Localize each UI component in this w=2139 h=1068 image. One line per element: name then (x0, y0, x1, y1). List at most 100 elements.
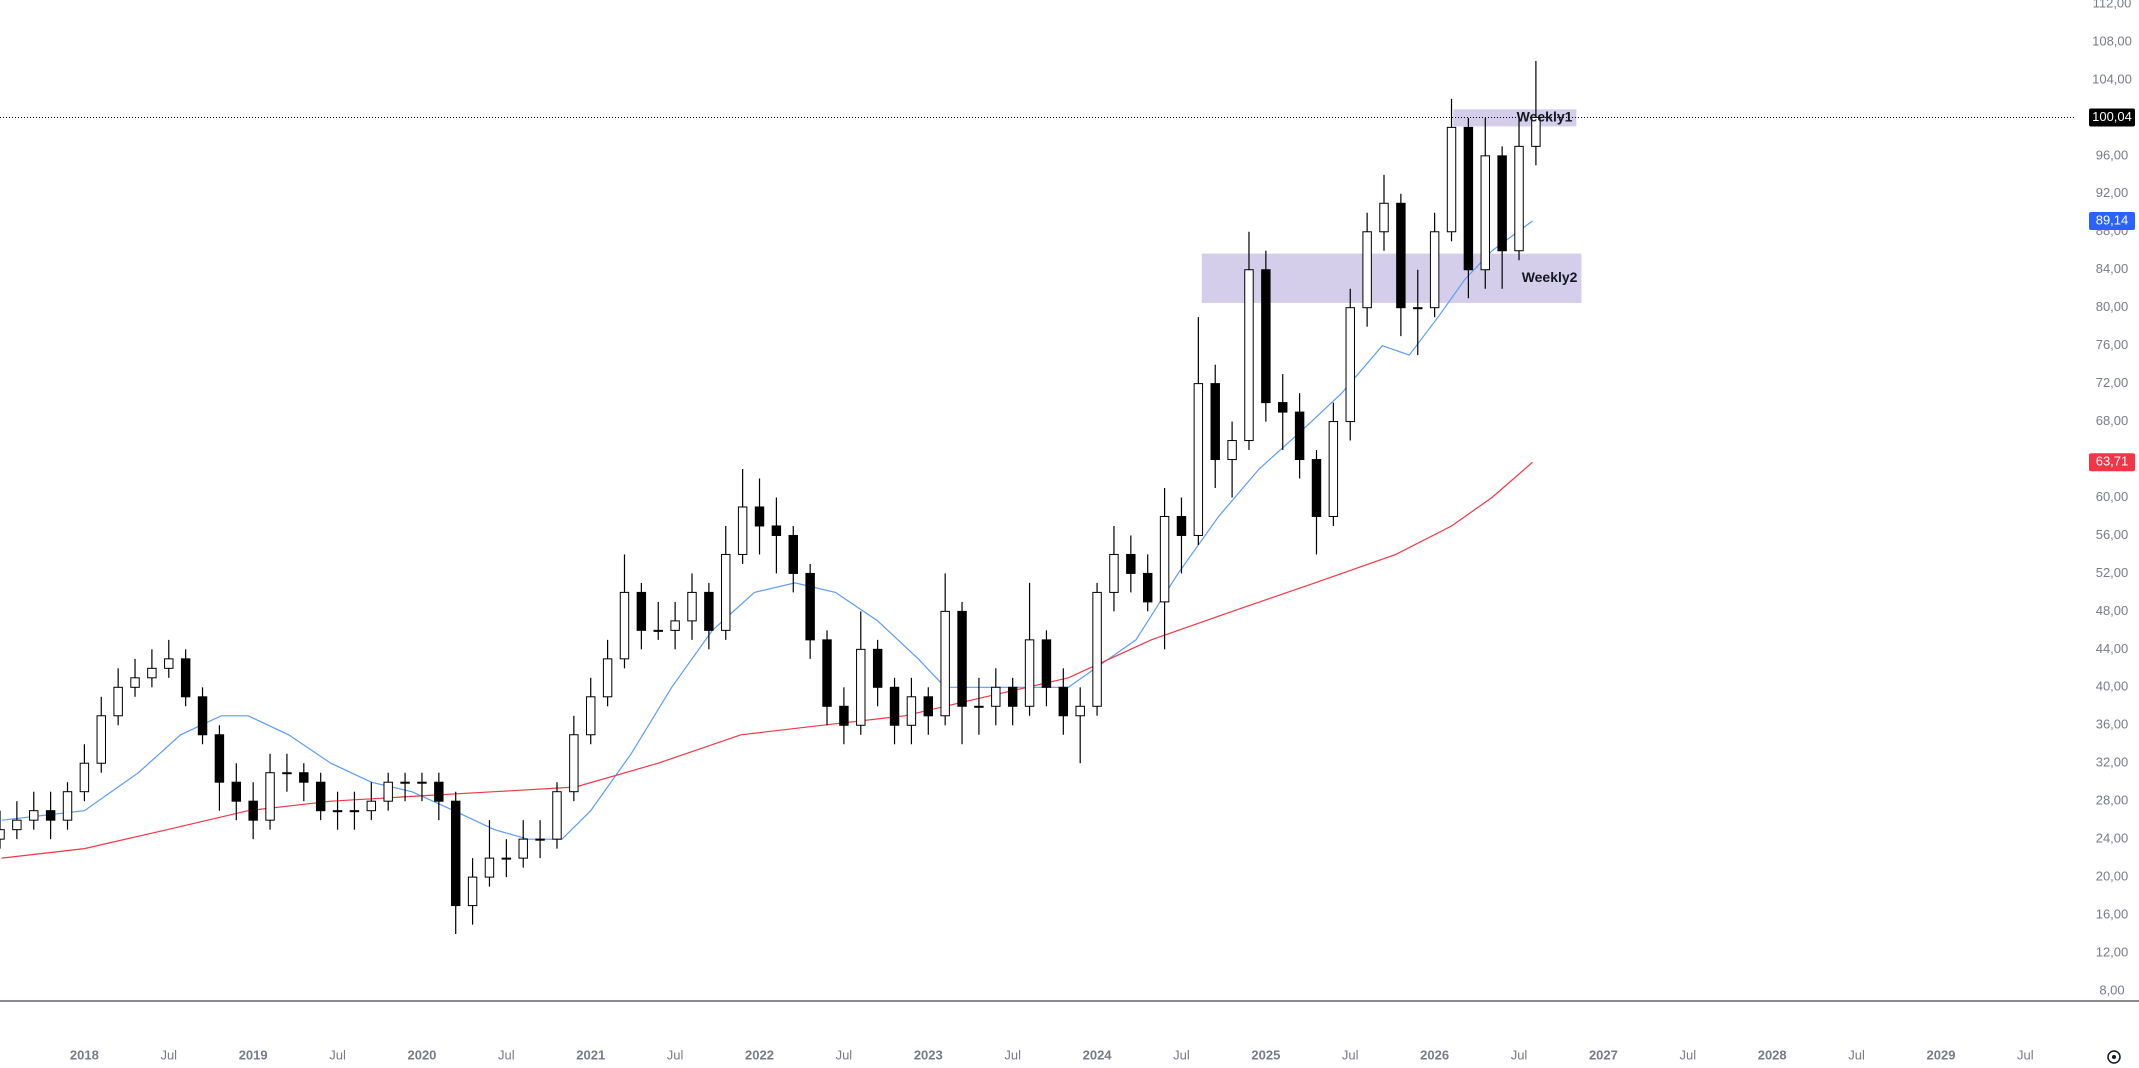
candle-body (1092, 591, 1102, 707)
candle-body (1294, 411, 1305, 461)
candle-body (180, 658, 191, 698)
y-tick-label: 108,00 (2092, 33, 2132, 48)
x-tick-label: Jul (498, 1047, 515, 1062)
candle-body (1278, 402, 1288, 413)
candle-body (822, 639, 832, 707)
candle-body (0, 829, 5, 840)
candle-body (1024, 639, 1035, 707)
candle-body (1007, 686, 1018, 707)
settings-icon[interactable] (2107, 1050, 2121, 1064)
candle-body (29, 810, 39, 821)
candle-body (586, 696, 596, 736)
candle-body (366, 800, 377, 812)
candle-body (569, 734, 579, 793)
price-label-box (2089, 108, 2135, 127)
candle-body (974, 705, 984, 708)
candle-body (62, 791, 73, 821)
candle-body (872, 648, 883, 688)
candle-body (164, 658, 174, 669)
y-tick-label: 92,00 (2096, 185, 2129, 200)
candle-body (535, 838, 545, 841)
candle-body (265, 772, 275, 821)
candle-body (1041, 639, 1052, 688)
candle-body (754, 506, 765, 527)
candle-body (636, 591, 647, 631)
candle-body (1126, 553, 1136, 574)
y-tick-label: 56,00 (2096, 527, 2129, 542)
candle-body (1058, 686, 1069, 717)
candle-body (147, 667, 157, 679)
price-label-box (2089, 453, 2135, 472)
y-tick-label: 80,00 (2096, 299, 2129, 314)
x-tick-label: Jul (1342, 1047, 1359, 1062)
y-tick-label: 112,00 (2093, 0, 2132, 10)
candle-body (450, 800, 461, 907)
candle-body (231, 781, 242, 802)
y-tick-label: 96,00 (2096, 147, 2129, 162)
candle-body (1362, 231, 1372, 309)
candle-body (1429, 231, 1440, 309)
candle-body (957, 610, 967, 707)
x-tick-label: 2025 (1251, 1047, 1280, 1062)
y-tick-label: 32,00 (2096, 755, 2129, 770)
x-tick-label: 2024 (1083, 1047, 1113, 1062)
candle-body (197, 696, 208, 736)
y-tick-label: 40,00 (2096, 679, 2129, 694)
candle-body (332, 810, 343, 813)
candle-body (518, 838, 528, 859)
x-tick-label: Jul (667, 1047, 684, 1062)
x-tick-label: 2027 (1589, 1047, 1618, 1062)
x-tick-label: 2028 (1758, 1047, 1787, 1062)
candle-body (1075, 705, 1085, 717)
y-tick-label: 44,00 (2096, 641, 2129, 656)
candle-body (1413, 307, 1423, 310)
x-tick-label: Jul (1004, 1047, 1021, 1062)
candle-body (1345, 307, 1355, 423)
candle-body (12, 819, 22, 831)
candle-body (1159, 515, 1170, 603)
y-tick-label: 36,00 (2096, 717, 2129, 732)
zone-label: Weekly1 (1517, 109, 1573, 125)
candle-body (602, 658, 613, 698)
candle-body (1328, 421, 1339, 517)
y-tick-label: 76,00 (2096, 337, 2129, 352)
candle-body (282, 772, 292, 775)
x-tick-label: 2019 (239, 1047, 268, 1062)
x-tick-label: Jul (1511, 1047, 1528, 1062)
candle-body (400, 781, 410, 784)
candle-body (1379, 202, 1389, 233)
x-tick-label: Jul (1679, 1047, 1696, 1062)
x-tick-label: Jul (1173, 1047, 1190, 1062)
candle-body (721, 553, 731, 631)
candle-body (771, 525, 782, 536)
candle-body (45, 810, 56, 821)
candle-body (839, 705, 849, 726)
y-tick-label: 16,00 (2096, 907, 2129, 922)
candle-body (906, 696, 917, 726)
y-tick-label: 8,00 (2099, 982, 2124, 997)
candle-body (687, 591, 697, 622)
x-tick-label: 2018 (70, 1047, 99, 1062)
candle-body (991, 686, 1001, 707)
candle-body (1261, 269, 1271, 404)
candle-body (1210, 383, 1220, 461)
candle-body (1497, 155, 1507, 252)
price-label-box (2089, 211, 2135, 230)
candles (0, 60, 1541, 935)
x-tick-label: 2022 (745, 1047, 774, 1062)
x-tick-label: Jul (160, 1047, 177, 1062)
x-tick-label: Jul (329, 1047, 346, 1062)
y-tick-label: 60,00 (2096, 489, 2129, 504)
candle-body (501, 857, 512, 860)
y-tick-label: 72,00 (2096, 375, 2129, 390)
y-tick-label: 24,00 (2096, 831, 2129, 846)
candle-body (940, 610, 950, 717)
candle-body (619, 591, 630, 660)
x-tick-label: Jul (2017, 1047, 2034, 1062)
candle-body (299, 772, 309, 783)
price-label: 63,71 (2096, 454, 2129, 469)
candle-body (1396, 202, 1406, 309)
candle-body (1193, 383, 1204, 536)
